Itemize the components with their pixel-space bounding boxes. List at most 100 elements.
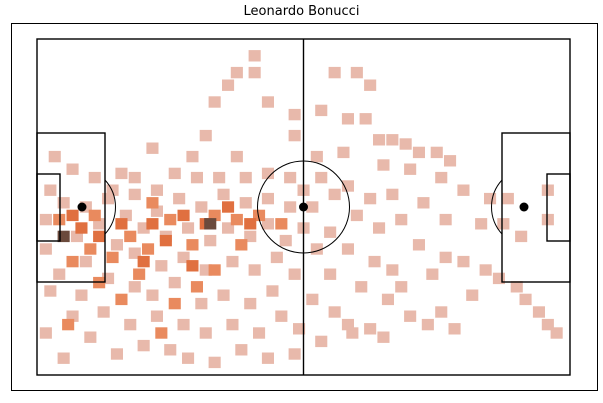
heatmap-cell	[106, 184, 119, 196]
heatmap-cell	[39, 327, 52, 339]
heatmap-cell	[190, 171, 203, 184]
heatmap-cell	[439, 251, 452, 264]
heatmap-cell	[284, 171, 297, 184]
heatmap-cell	[62, 318, 75, 331]
heatmap-cell	[315, 104, 328, 117]
heatmap-cell	[155, 260, 168, 272]
left-six-yard-box	[36, 173, 61, 242]
heatmap-cell	[150, 205, 163, 217]
chart-title: Leonardo Bonucci	[243, 4, 360, 19]
heatmap-cell	[182, 222, 195, 234]
heatmap-cell	[226, 318, 239, 331]
heatmap-cell	[217, 289, 230, 301]
heatmap-cell	[377, 159, 390, 171]
heatmap-cell	[541, 213, 554, 226]
heatmap-cell	[208, 209, 221, 222]
heatmap-cell	[417, 197, 430, 209]
heatmap-cell	[253, 209, 266, 222]
heatmap-cell	[288, 108, 301, 121]
heatmap-cell	[412, 239, 425, 251]
heatmap-cell	[350, 66, 363, 79]
heatmap-cell	[75, 289, 88, 301]
heatmap-cell	[177, 209, 190, 222]
heatmap-cell	[479, 264, 492, 276]
heatmap-cell	[115, 218, 128, 230]
heatmap-cell	[395, 281, 408, 293]
heatmap-cell	[484, 192, 497, 205]
heatmap-cell	[288, 348, 301, 360]
heatmap-cell	[346, 327, 359, 339]
heatmap-cell	[66, 163, 79, 175]
heatmap-cell	[39, 213, 52, 226]
heatmap-cell	[261, 192, 274, 205]
heatmap-cells	[39, 50, 563, 369]
heatmap-cell	[39, 243, 52, 255]
heatmap-cell	[404, 310, 417, 322]
heatmap-cell	[457, 184, 470, 196]
heatmap-cell	[373, 222, 386, 234]
heatmap-cell	[457, 255, 470, 268]
heatmap-cell	[168, 297, 181, 310]
heatmap-cell	[515, 230, 528, 243]
heatmap-cell	[364, 192, 377, 205]
heatmap-cell	[430, 146, 443, 159]
heatmap-cell	[115, 293, 128, 306]
heatmap-cell	[195, 297, 208, 310]
heatmap-cell	[230, 66, 243, 79]
heatmap-cell	[230, 213, 243, 226]
heatmap-cell	[70, 230, 83, 243]
heatmap-cell	[182, 352, 195, 364]
heatmap-cell	[270, 251, 283, 264]
heatmap-cell	[164, 213, 177, 226]
heatmap-cell	[186, 239, 199, 251]
heatmap-cell	[288, 129, 301, 142]
heatmap-cell	[497, 218, 510, 230]
heatmap-cell	[306, 293, 319, 306]
heatmap-cell	[146, 218, 159, 230]
heatmap-cell	[439, 213, 452, 226]
heatmap-cell	[275, 310, 288, 322]
heatmap-cell	[328, 306, 341, 318]
heatmap-cell	[421, 318, 434, 331]
heatmap-cell	[541, 318, 554, 331]
heatmap-cell	[341, 113, 354, 125]
heatmap-cell	[128, 247, 141, 259]
heatmap-cell	[510, 281, 523, 293]
heatmap-cell	[239, 197, 252, 209]
heatmap-cell	[386, 264, 399, 276]
heatmap-cell	[261, 96, 274, 108]
heatmap-cell	[386, 134, 399, 146]
heatmap-cell	[261, 352, 274, 364]
heatmap-cell	[364, 79, 377, 91]
heatmap-cell	[261, 218, 274, 230]
heatmap-cell	[248, 66, 261, 79]
heatmap-cell	[75, 222, 88, 234]
heatmap-cell	[97, 306, 110, 318]
heatmap-cell	[341, 180, 354, 192]
heatmap-cell	[137, 222, 150, 234]
heatmap-cell	[208, 356, 221, 369]
right-penalty-spot	[519, 202, 529, 212]
heatmap-cell	[226, 255, 239, 268]
heatmap-cell	[88, 171, 101, 184]
heatmap-cell	[466, 289, 479, 301]
center-circle	[257, 160, 350, 254]
right-penalty-area	[501, 132, 571, 283]
heatmap-cell	[195, 201, 208, 213]
heatmap-cell	[448, 323, 461, 335]
heatmap-cell	[404, 163, 417, 175]
heatmap-cell	[57, 352, 70, 364]
heatmap-cell	[190, 281, 203, 293]
heatmap-cell	[53, 213, 66, 226]
heatmap-cell	[115, 167, 128, 180]
heatmap-cell	[519, 293, 532, 306]
heatmap-cell	[275, 218, 288, 230]
heatmap-cell	[355, 281, 368, 293]
heatmap-cell	[253, 327, 266, 339]
heatmap-cell	[164, 344, 177, 356]
heatmap-cell	[359, 113, 372, 125]
heatmap-cell	[128, 171, 141, 184]
heatmap-cell	[146, 197, 159, 209]
heatmap-cell	[222, 222, 235, 234]
